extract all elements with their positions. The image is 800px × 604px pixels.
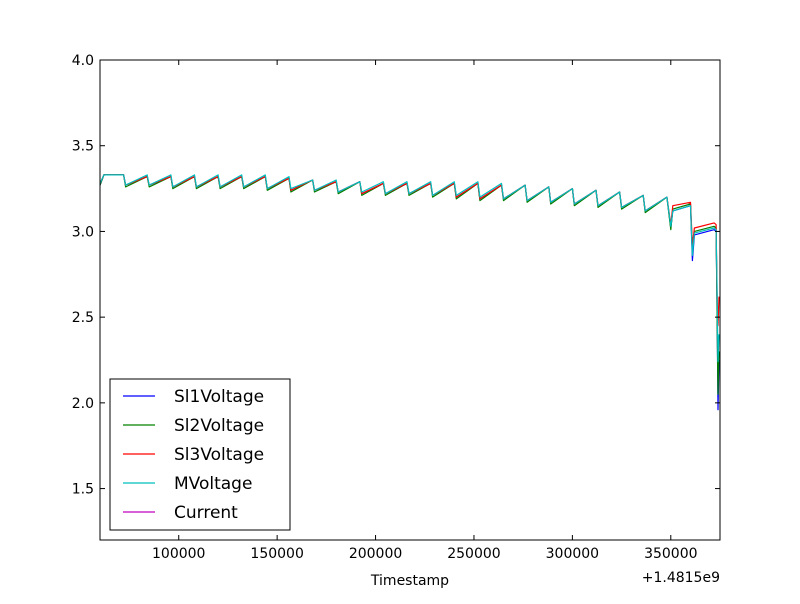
x-axis-label: Timestamp (370, 573, 449, 589)
y-tick-label: 1.5 (72, 482, 94, 498)
x-axis-offset-label: +1.4815e9 (642, 570, 720, 586)
y-tick-label: 2.5 (72, 310, 94, 326)
y-tick-label: 3.5 (72, 139, 94, 155)
plot-frame (99, 59, 721, 541)
tick-layer: 100000 150000 200000 250000 300000 350000 1.5 2… (72, 53, 720, 562)
series-layer (100, 174, 720, 411)
x-tick-label: 150000 (250, 546, 303, 562)
x-tick-label: 300000 (546, 546, 599, 562)
legend: Sl1Voltage Sl2Voltage Sl3Voltage MVoltage Cu… (109, 378, 291, 531)
series-line-mvoltage (100, 174, 720, 363)
x-tick-label: 250000 (447, 546, 500, 562)
y-tick-label: 2.0 (72, 396, 94, 412)
y-tick-label: 3.0 (72, 224, 94, 240)
legend-label-current: Current (174, 503, 238, 523)
legend-label-sl2voltage: Sl2Voltage (174, 416, 264, 436)
y-tick-label: 4.0 (72, 53, 94, 69)
legend-label-sl3voltage: Sl3Voltage (174, 445, 264, 465)
x-tick-label: 350000 (644, 546, 697, 562)
x-tick-label: 100000 (152, 546, 205, 562)
legend-label-mvoltage: MVoltage (174, 474, 252, 494)
x-tick-label: 200000 (349, 546, 402, 562)
legend-label-sl1voltage: Sl1Voltage (174, 387, 264, 407)
